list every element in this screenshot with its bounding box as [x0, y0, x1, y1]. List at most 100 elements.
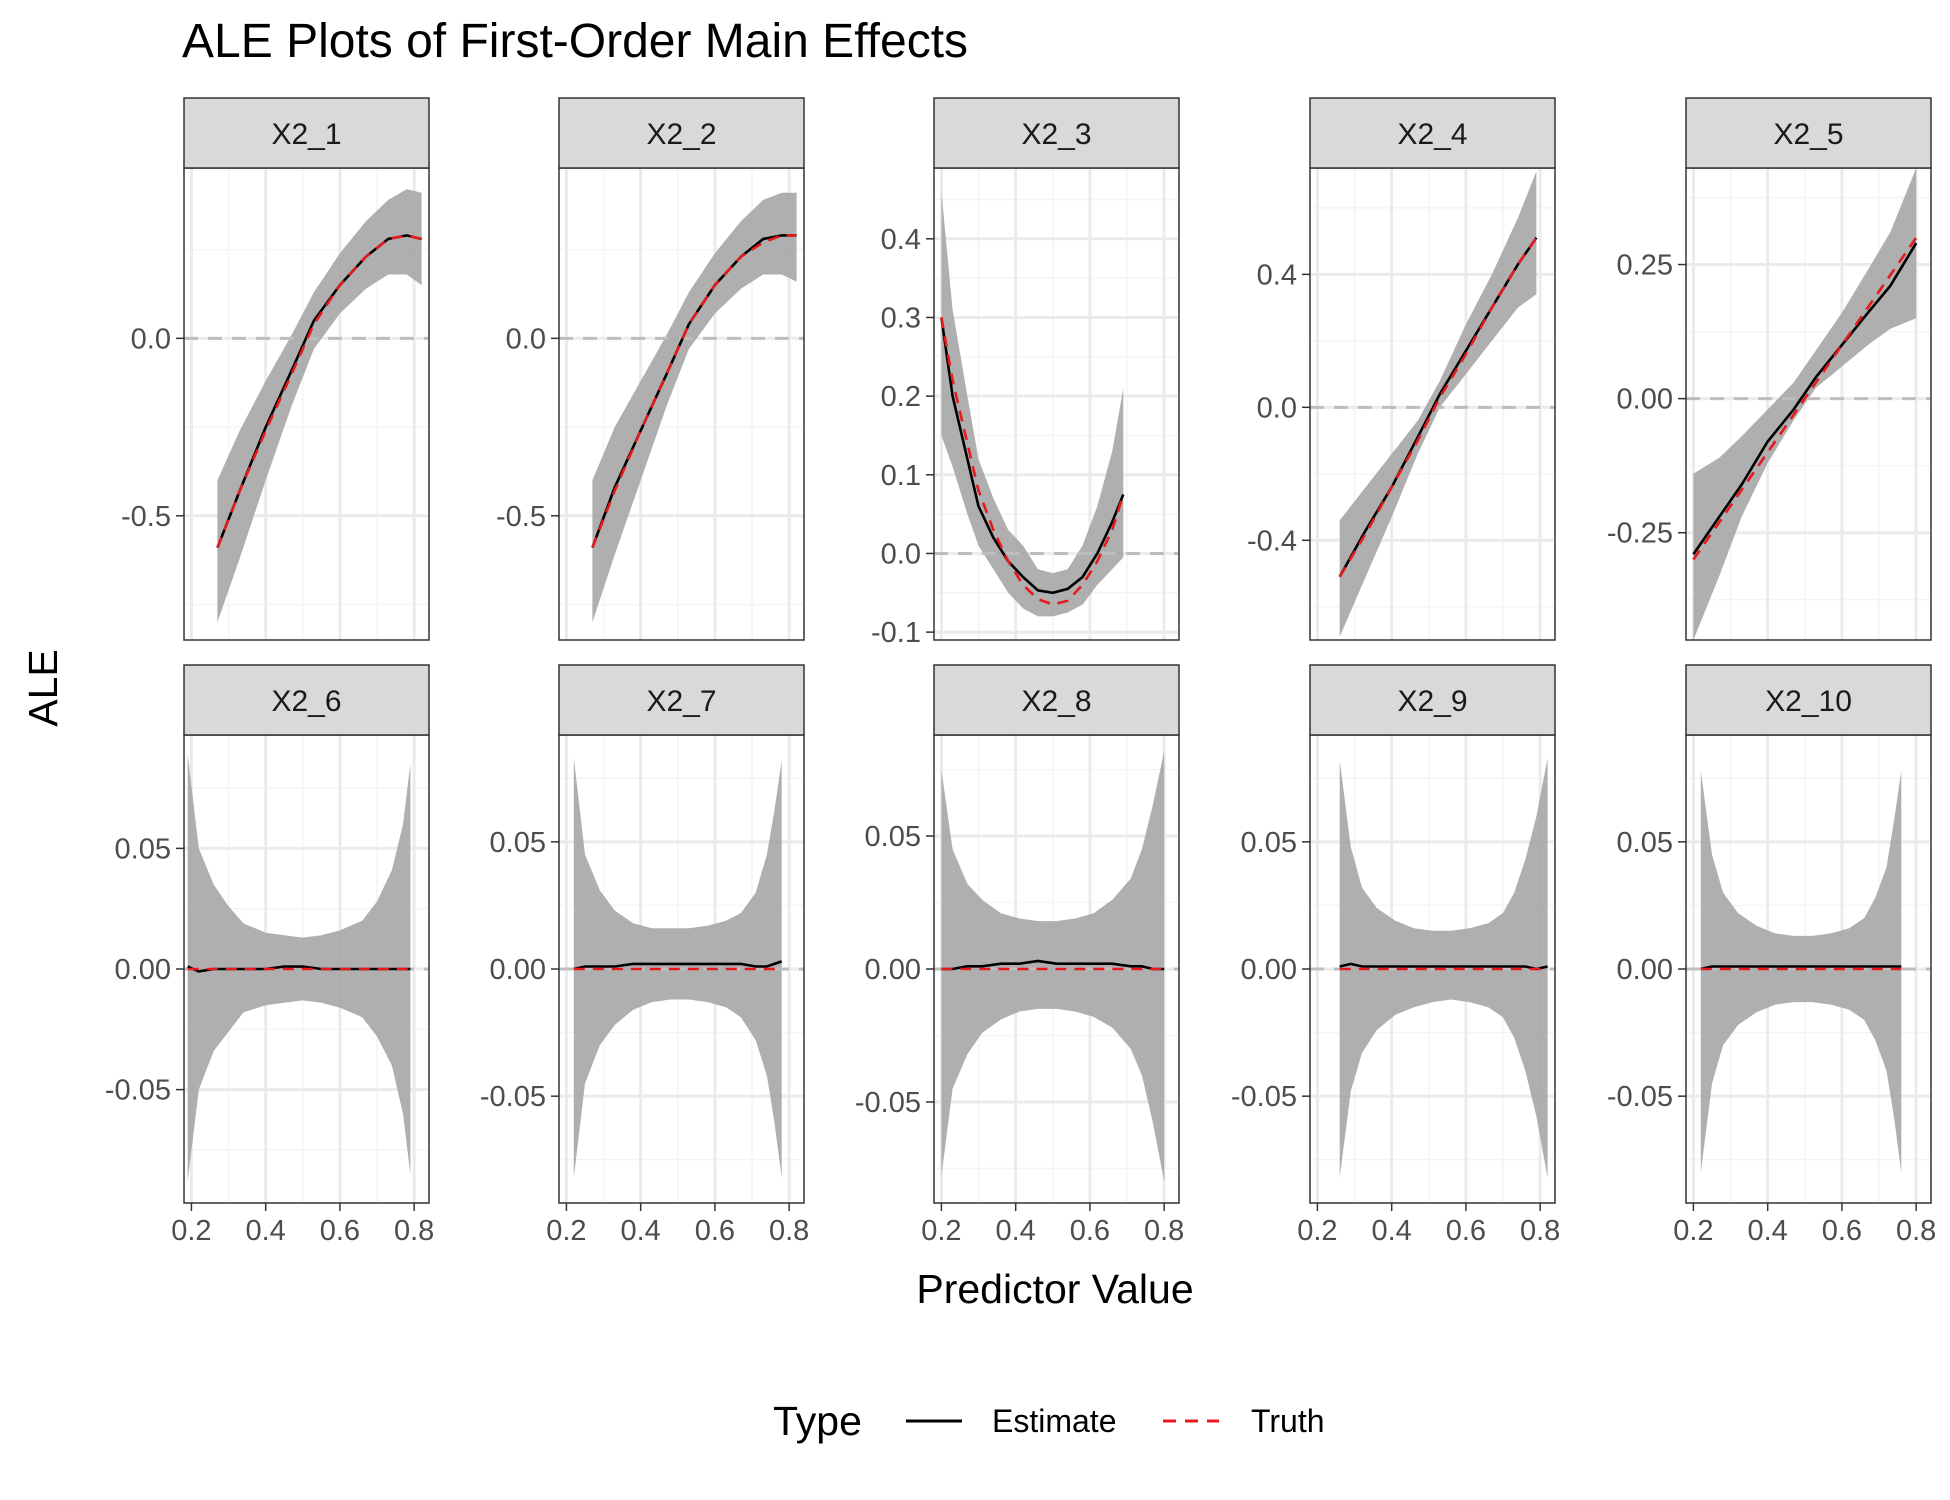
facet-strip [933, 97, 1180, 169]
facet-strip [558, 664, 805, 736]
truth-line [591, 234, 797, 549]
facet-panel: X2_3 -0.1 0.0 0.1 0.2 0.3 0.4 [871, 97, 1180, 649]
confidence-band [1700, 770, 1902, 1173]
x-tick-label: 0.4 [246, 1215, 286, 1247]
facet-strip [1309, 97, 1556, 169]
y-tick-label: 0.00 [1241, 954, 1297, 986]
facet-strip [1685, 97, 1932, 169]
facet-strip [183, 664, 430, 736]
facet-panel: X2_5 -0.25 0.00 0.25 [1607, 97, 1932, 641]
x-tick-label: 0.2 [921, 1215, 961, 1247]
x-tick-label: 0.6 [1446, 1215, 1486, 1247]
facet-label: X2_1 [271, 118, 341, 151]
confidence-band [1339, 171, 1537, 637]
estimate-line [573, 960, 783, 971]
facet-panel: X2_2 -0.5 0.0 [496, 97, 805, 641]
y-tick-label: 0.05 [490, 827, 546, 859]
legend: Type Estimate Truth [773, 1398, 1325, 1444]
facet-strip [1309, 664, 1556, 736]
x-tick-label: 0.8 [769, 1215, 809, 1247]
y-tick-label: 0.00 [1617, 384, 1673, 416]
confidence-band [941, 751, 1165, 1182]
facet-label: X2_5 [1773, 118, 1843, 151]
y-tick-label: 0.0 [881, 538, 921, 570]
x-tick-label: 0.2 [1297, 1215, 1337, 1247]
facet-label: X2_9 [1397, 685, 1467, 718]
facet-label: X2_2 [646, 118, 716, 151]
facet-panel: X2_9 -0.05 0.00 0.05 0.2 0.4 0.6 0.8 [1231, 664, 1560, 1247]
facet-strip [1685, 664, 1932, 736]
y-tick-label: 0.1 [881, 460, 921, 492]
truth-line [1692, 236, 1918, 561]
facet-label: X2_4 [1397, 118, 1467, 151]
facet-panel: X2_8 -0.05 0.00 0.05 0.2 0.4 0.6 0.8 [855, 664, 1184, 1247]
y-tick-label: 0.0 [131, 323, 171, 355]
y-tick-label: 0.25 [1617, 250, 1673, 282]
y-tick-label: 0.4 [1257, 259, 1297, 291]
y-tick-label: 0.05 [865, 821, 921, 853]
y-tick-label: 0.3 [881, 302, 921, 334]
x-axis-title: Predictor Value [916, 1266, 1193, 1312]
y-tick-label: 0.00 [490, 954, 546, 986]
facet-label: X2_6 [271, 685, 341, 718]
y-tick-label: -0.05 [1231, 1081, 1297, 1113]
facet-panel: X2_7 -0.05 0.00 0.05 0.2 0.4 0.6 0.8 [480, 664, 809, 1247]
y-tick-label: -0.05 [1607, 1081, 1673, 1113]
y-tick-label: 0.0 [506, 323, 546, 355]
x-tick-label: 0.6 [1822, 1215, 1862, 1247]
y-tick-label: -0.5 [121, 501, 171, 533]
y-tick-label: -0.1 [871, 617, 921, 649]
x-tick-label: 0.8 [1144, 1215, 1184, 1247]
x-tick-label: 0.4 [1748, 1215, 1788, 1247]
facet-label: X2_10 [1765, 685, 1852, 718]
facet-panel: X2_10 -0.05 0.00 0.05 0.2 0.4 0.6 0.8 [1607, 664, 1936, 1247]
truth-line [216, 234, 422, 549]
facet-strip [933, 664, 1180, 736]
truth-line [1338, 237, 1538, 578]
legend-title: Type [773, 1398, 862, 1444]
y-tick-label: 0.0 [1257, 392, 1297, 424]
y-tick-label: 0.00 [1617, 954, 1673, 986]
x-tick-label: 0.4 [996, 1215, 1036, 1247]
estimate-line [1339, 962, 1548, 971]
x-tick-label: 0.2 [171, 1215, 211, 1247]
panel-background [934, 168, 1179, 640]
facet-panel: X2_6 -0.05 0.00 0.05 0.2 0.4 0.6 0.8 [105, 664, 434, 1247]
facet-label: X2_8 [1021, 685, 1091, 718]
x-tick-label: 0.2 [546, 1215, 586, 1247]
facet-label: X2_3 [1021, 118, 1091, 151]
estimate-line [1692, 242, 1918, 555]
x-tick-label: 0.8 [1520, 1215, 1560, 1247]
y-tick-label: -0.05 [480, 1081, 546, 1113]
estimate-line [940, 317, 1125, 595]
facet-strip [558, 97, 805, 169]
estimate-line [941, 959, 1165, 971]
y-tick-label: -0.05 [105, 1075, 171, 1107]
facet-label: X2_7 [646, 685, 716, 718]
facet-strip [183, 97, 430, 169]
facet-panel: X2_1 -0.5 0.0 [121, 97, 430, 641]
x-tick-label: 0.8 [1896, 1215, 1936, 1247]
y-tick-label: -0.5 [496, 501, 546, 533]
facet-panel: X2_4 -0.4 0.0 0.4 [1247, 97, 1556, 641]
y-tick-label: 0.00 [865, 954, 921, 986]
x-tick-label: 0.8 [394, 1215, 434, 1247]
y-axis-title: ALE [20, 649, 66, 727]
x-tick-label: 0.6 [320, 1215, 360, 1247]
x-tick-label: 0.6 [1070, 1215, 1110, 1247]
legend-label-estimate: Estimate [992, 1403, 1116, 1439]
truth-line [940, 317, 1125, 606]
x-tick-label: 0.2 [1673, 1215, 1713, 1247]
x-tick-label: 0.4 [1372, 1215, 1412, 1247]
confidence-band [217, 189, 422, 623]
confidence-band [1693, 168, 1917, 640]
legend-label-truth: Truth [1251, 1403, 1325, 1439]
y-tick-label: 0.05 [115, 833, 171, 865]
y-tick-label: -0.05 [855, 1087, 921, 1119]
estimate-line [1700, 965, 1902, 971]
y-tick-label: 0.05 [1617, 827, 1673, 859]
y-tick-label: 0.05 [1241, 827, 1297, 859]
y-tick-label: 0.00 [115, 954, 171, 986]
x-tick-label: 0.6 [695, 1215, 735, 1247]
